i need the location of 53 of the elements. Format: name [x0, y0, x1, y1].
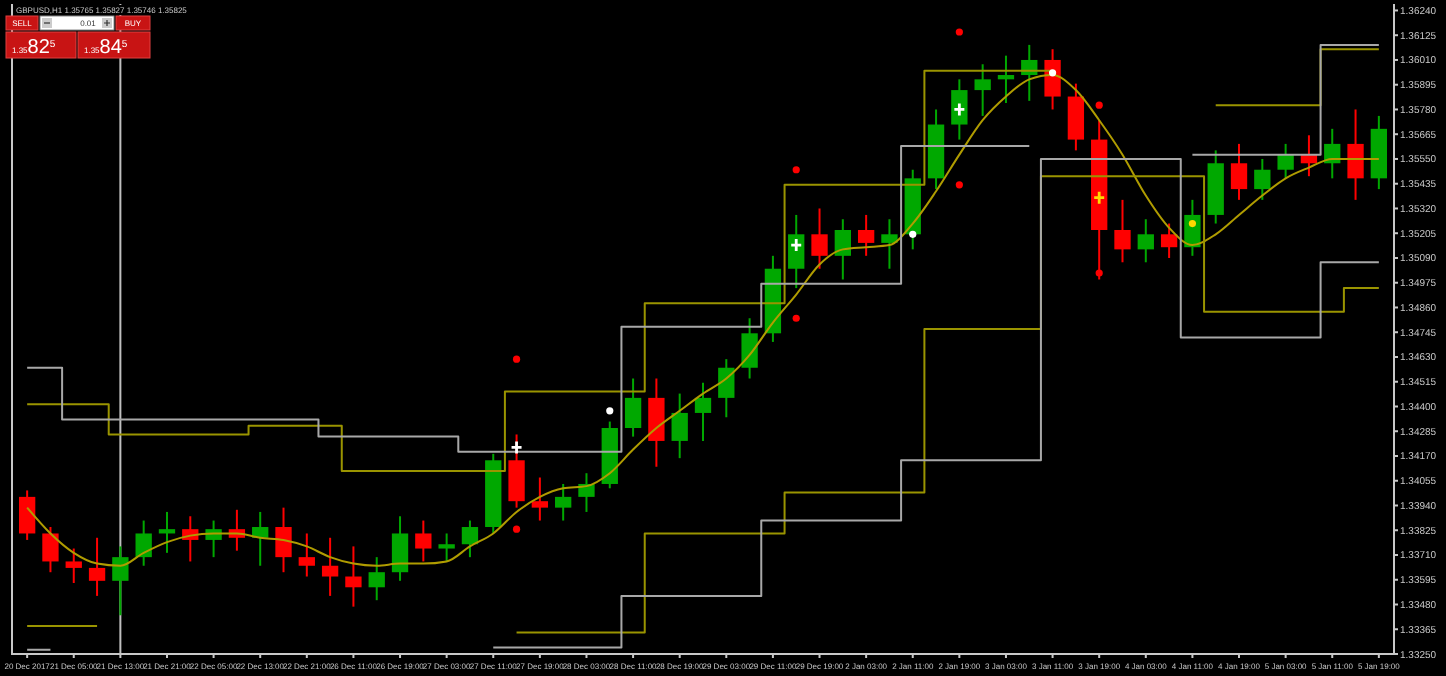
candlestick	[135, 519, 152, 567]
candlestick	[368, 556, 385, 602]
candlestick	[88, 536, 106, 597]
candlestick	[298, 532, 315, 578]
candlestick	[65, 547, 82, 584]
candlestick	[345, 545, 362, 608]
point	[512, 525, 521, 533]
candlestick	[1044, 48, 1061, 111]
point	[792, 166, 800, 174]
candlestick	[648, 377, 665, 468]
candlestick	[671, 392, 688, 460]
candlestick	[508, 433, 525, 509]
candlestick	[158, 510, 176, 554]
candlestick	[1067, 82, 1085, 152]
point	[606, 407, 614, 415]
point	[510, 439, 523, 455]
point	[1188, 219, 1197, 228]
point	[955, 28, 963, 36]
point	[792, 314, 800, 322]
candlestick	[1347, 108, 1364, 201]
point	[1092, 190, 1106, 206]
candlestick	[1254, 157, 1271, 201]
candlestick	[1160, 222, 1178, 259]
candlestick	[275, 506, 292, 574]
point	[909, 230, 917, 238]
candlestick	[42, 526, 59, 574]
candlestick	[834, 218, 851, 281]
candlestick	[415, 519, 432, 563]
point	[512, 355, 521, 363]
candlestick	[997, 54, 1015, 105]
candlestick	[1230, 142, 1248, 201]
candlestick	[555, 482, 572, 522]
candlestick	[811, 207, 828, 270]
candlestick	[438, 532, 455, 563]
candlestick	[531, 476, 549, 522]
candlestick	[18, 489, 36, 541]
candlestick	[694, 381, 712, 442]
candlestick	[741, 317, 758, 380]
point	[1095, 269, 1103, 277]
candlestick	[1114, 198, 1131, 264]
point	[1048, 69, 1057, 77]
point	[1095, 101, 1103, 109]
candlestick	[112, 545, 129, 617]
candlestick	[881, 218, 898, 270]
candlestick	[461, 519, 479, 559]
candlestick	[624, 377, 642, 438]
candlestick	[1277, 142, 1294, 180]
candlestick	[391, 515, 409, 582]
candlestick	[857, 213, 875, 257]
candlestick	[1137, 218, 1154, 264]
point	[955, 181, 963, 189]
candlestick	[974, 63, 991, 117]
candlestick	[321, 536, 339, 597]
